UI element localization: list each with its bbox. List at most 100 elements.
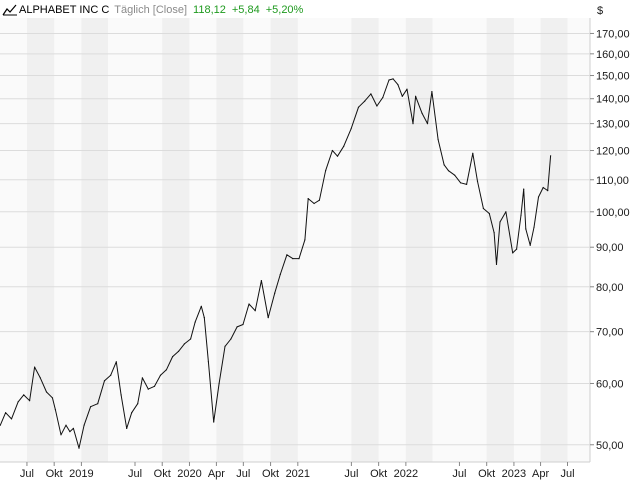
- x-tick-label: 2021: [286, 468, 310, 480]
- data-point: [54, 409, 57, 411]
- data-point: [131, 412, 133, 414]
- x-tick-label: Okt: [262, 468, 279, 480]
- data-point: [350, 128, 352, 130]
- x-tick-label: Jul: [236, 468, 250, 480]
- y-tick-label: 140,00: [596, 94, 630, 106]
- data-point: [110, 374, 112, 376]
- quarter-band: [486, 18, 514, 462]
- data-point: [495, 263, 498, 265]
- data-point: [267, 317, 269, 319]
- data-point: [388, 79, 390, 81]
- x-tick-label: Okt: [46, 468, 63, 480]
- data-point: [65, 424, 67, 426]
- data-point: [23, 394, 25, 396]
- data-point: [153, 385, 156, 387]
- data-point: [401, 95, 403, 97]
- data-point: [279, 273, 281, 275]
- line-chart-icon: [2, 4, 17, 16]
- data-point: [194, 321, 196, 323]
- x-tick-label: Okt: [154, 468, 171, 480]
- data-point: [406, 88, 408, 90]
- data-point: [83, 424, 85, 426]
- data-point: [78, 447, 80, 449]
- data-point: [437, 138, 439, 141]
- data-point: [298, 258, 300, 260]
- data-point: [165, 369, 167, 371]
- data-point: [34, 366, 36, 368]
- data-point: [0, 424, 1, 426]
- data-point: [376, 105, 378, 107]
- data-point: [97, 403, 99, 405]
- data-point: [29, 400, 31, 402]
- instrument-name: ALPHABET INC C: [19, 4, 110, 16]
- data-point: [39, 377, 41, 379]
- data-point: [313, 202, 315, 205]
- x-tick-label: Apr: [532, 468, 549, 480]
- data-point: [525, 228, 527, 230]
- y-tick-label: 170,00: [596, 28, 630, 40]
- data-point: [103, 380, 106, 382]
- last-price: 118,12: [193, 4, 226, 16]
- data-point: [426, 123, 429, 125]
- data-point: [137, 403, 139, 405]
- data-point: [292, 258, 294, 260]
- data-point: [382, 96, 384, 99]
- x-tick-label: 2019: [69, 468, 93, 480]
- data-point: [415, 95, 417, 97]
- quarter-band: [270, 18, 298, 462]
- data-point: [190, 338, 192, 340]
- y-tick-label: 60,00: [596, 378, 624, 390]
- data-point: [325, 170, 327, 172]
- data-point: [443, 164, 445, 166]
- y-axis-unit: $: [597, 5, 603, 17]
- x-axis: Jul Okt 2019 Jul Okt 2020 Apr Jul Okt 2021 Jul Okt 2…: [20, 462, 575, 480]
- data-point: [318, 199, 320, 201]
- x-tick-label: 2020: [177, 468, 201, 480]
- data-point: [183, 343, 185, 345]
- data-point: [512, 252, 514, 254]
- data-point: [159, 374, 162, 376]
- data-point: [357, 106, 360, 108]
- data-point: [218, 382, 220, 385]
- x-tick-label: Jul: [560, 468, 574, 480]
- x-tick-label: Okt: [478, 468, 495, 480]
- data-point: [482, 207, 484, 210]
- data-point: [248, 303, 250, 305]
- data-point: [207, 361, 209, 363]
- data-point: [331, 149, 333, 152]
- price-change: +5,84: [231, 4, 260, 16]
- data-point: [45, 391, 48, 393]
- data-point: [493, 232, 495, 234]
- data-point: [200, 305, 202, 307]
- y-tick-label: 130,00: [596, 119, 630, 131]
- data-point: [454, 174, 456, 176]
- data-point: [147, 388, 149, 390]
- data-point: [550, 155, 552, 157]
- x-tick-label: Jul: [128, 468, 142, 480]
- data-point: [203, 317, 205, 319]
- data-point: [120, 394, 122, 396]
- data-point: [286, 254, 288, 256]
- quarter-band: [162, 18, 190, 462]
- data-point: [224, 345, 226, 347]
- x-tick-label: 2023: [502, 468, 526, 480]
- data-point: [213, 421, 215, 423]
- data-point: [304, 239, 306, 241]
- data-point: [370, 93, 372, 95]
- data-point: [537, 196, 540, 198]
- data-point: [523, 188, 525, 190]
- data-point: [499, 221, 501, 223]
- data-point: [460, 182, 462, 184]
- data-point: [472, 152, 474, 154]
- data-point: [72, 427, 74, 429]
- data-point: [520, 214, 522, 216]
- data-point: [5, 412, 7, 414]
- x-tick-label: 2022: [394, 468, 418, 480]
- data-point: [421, 112, 423, 114]
- quarter-band: [216, 18, 244, 462]
- quarter-band: [540, 18, 568, 462]
- y-tick-label: 90,00: [596, 242, 624, 254]
- x-tick-label: Okt: [370, 468, 387, 480]
- quarter-band: [351, 18, 379, 462]
- quarter-band: [81, 18, 109, 462]
